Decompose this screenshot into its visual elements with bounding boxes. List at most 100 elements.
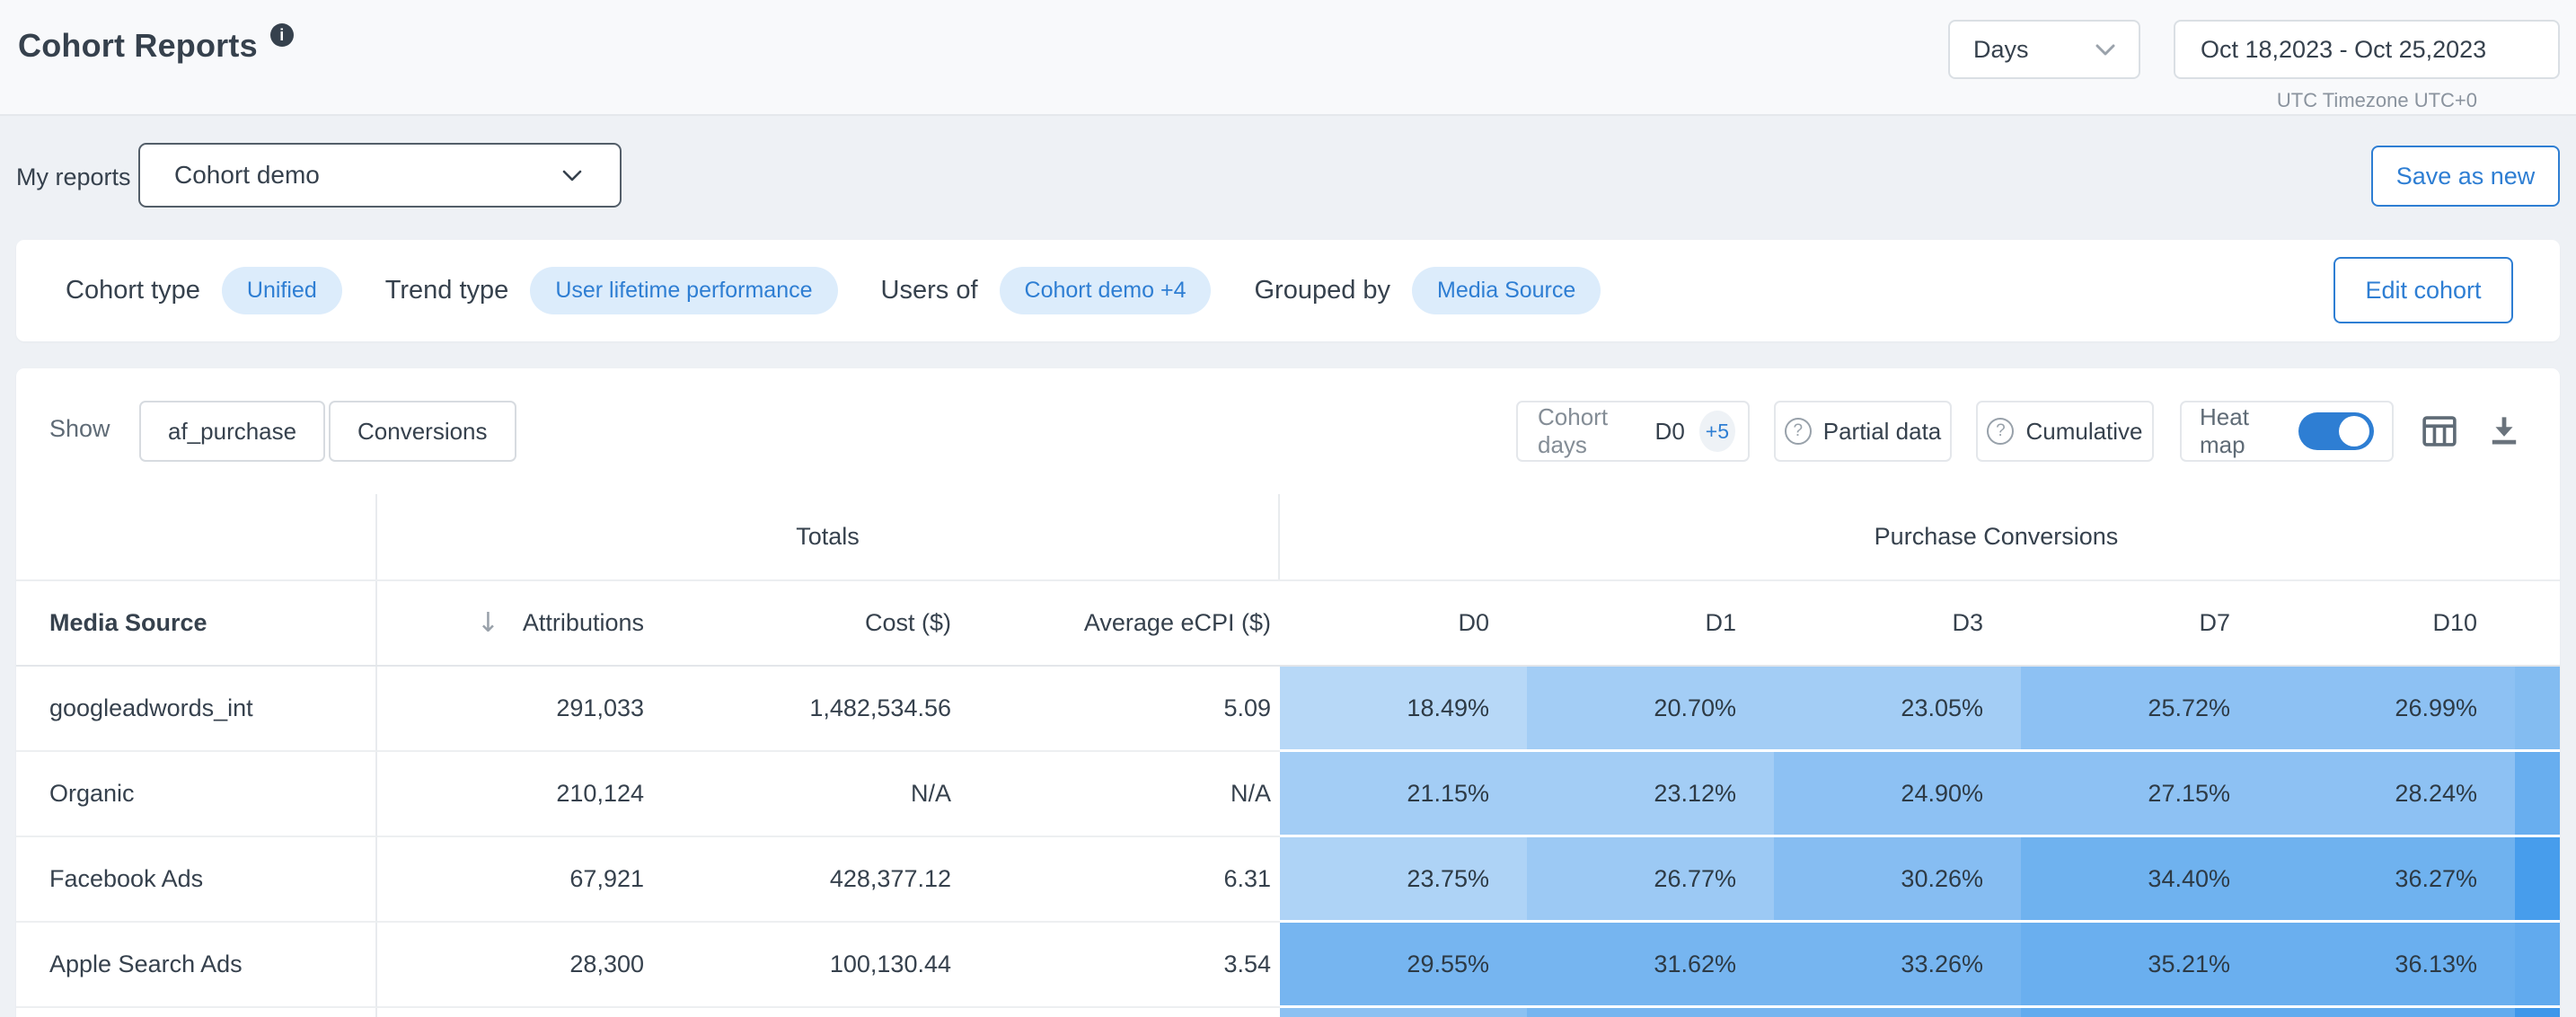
timezone-note: UTC Timezone UTC+0 bbox=[2276, 89, 2477, 111]
table-toolbar: Show af_purchase Conversions Cohort days… bbox=[16, 368, 2560, 494]
media-source-cell: Facebook Ads bbox=[16, 837, 377, 923]
col-header-d1: D1 bbox=[1705, 609, 1736, 636]
download-icon bbox=[2492, 417, 2517, 445]
users-of-item: Users of Cohort demo +4 bbox=[881, 267, 1212, 314]
info-icon[interactable]: i bbox=[269, 23, 294, 47]
question-circle-icon: ? bbox=[1784, 418, 1812, 445]
col-header-media-source: Media Source bbox=[16, 581, 377, 665]
media-source-cell: Organic bbox=[16, 752, 377, 837]
group-header-totals: Totals bbox=[377, 494, 1280, 579]
cohort-value-cell: 21.15% bbox=[1280, 752, 1527, 837]
save-as-new-button[interactable]: Save as new bbox=[2371, 146, 2560, 207]
table-row bbox=[16, 1008, 2560, 1017]
cohort-value-cell: 36.27% bbox=[2268, 837, 2515, 923]
my-reports-label: My reports bbox=[16, 164, 131, 190]
cost-cell: N/A bbox=[669, 752, 975, 837]
sort-desc-icon[interactable]: ↓ bbox=[476, 606, 499, 639]
chevron-down-icon bbox=[562, 170, 582, 181]
granularity-select[interactable]: Days bbox=[1948, 20, 2140, 79]
event-filter-button[interactable]: af_purchase bbox=[139, 401, 326, 462]
col-header-cost: Cost ($) bbox=[864, 609, 951, 636]
cohort-value-cell bbox=[1527, 1008, 1774, 1017]
cohort-value-cell: 26.77% bbox=[1527, 837, 1774, 923]
cohort-value-cell: 20.70% bbox=[1527, 667, 1774, 752]
table-layout-button[interactable] bbox=[2416, 408, 2463, 455]
cohort-value-cell bbox=[2021, 1008, 2268, 1017]
cohort-value-cell: 27.15% bbox=[2021, 752, 2268, 837]
table-group-header-row: Totals Purchase Conversions bbox=[16, 494, 2560, 581]
attributions-cell: 291,033 bbox=[377, 667, 669, 752]
ecpi-cell bbox=[975, 1008, 1280, 1017]
cohort-value-cell: 30.26% bbox=[1774, 837, 2021, 923]
trend-type-label: Trend type bbox=[384, 276, 509, 305]
ecpi-cell: 6.31 bbox=[975, 837, 1280, 923]
cohort-partial-cell bbox=[2515, 667, 2560, 752]
cost-cell bbox=[669, 1008, 975, 1017]
cohort-days-label: Cohort days bbox=[1538, 403, 1609, 458]
grouped-by-label: Grouped by bbox=[1254, 276, 1391, 305]
cohort-table: Totals Purchase Conversions Media Source… bbox=[16, 494, 2560, 1017]
report-table-card: Show af_purchase Conversions Cohort days… bbox=[16, 368, 2560, 1017]
col-header-ecpi: Average eCPI ($) bbox=[1083, 609, 1271, 636]
attributions-cell: 67,921 bbox=[377, 837, 669, 923]
cohort-type-pill[interactable]: Unified bbox=[221, 267, 342, 314]
cohort-value-cell: 31.62% bbox=[1527, 923, 1774, 1008]
page-title: Cohort Reports i bbox=[18, 23, 294, 65]
col-header-d3: D3 bbox=[1952, 609, 1983, 636]
cohort-value-cell: 33.26% bbox=[1774, 923, 2021, 1008]
cohort-partial-cell bbox=[2515, 837, 2560, 923]
cohort-days-control[interactable]: Cohort days D0 +5 bbox=[1516, 401, 1750, 462]
cohort-days-badge[interactable]: +5 bbox=[1698, 411, 1735, 452]
attributions-cell: 28,300 bbox=[377, 923, 669, 1008]
table-row: Facebook Ads 67,921 428,377.12 6.31 23.75% 26… bbox=[16, 837, 2560, 923]
cohort-value-cell bbox=[2268, 1008, 2515, 1017]
group-header-blank bbox=[16, 494, 377, 579]
edit-cohort-button[interactable]: Edit cohort bbox=[2333, 257, 2513, 323]
cohort-value-cell bbox=[1774, 1008, 2021, 1017]
cohort-type-item: Cohort type Unified bbox=[66, 267, 342, 314]
date-range-input[interactable]: Oct 18,2023 - Oct 25,2023 bbox=[2174, 20, 2560, 79]
cumulative-toggle[interactable]: ? Cumulative bbox=[1976, 401, 2154, 462]
cohort-value-cell: 28.24% bbox=[2268, 752, 2515, 837]
users-of-pill[interactable]: Cohort demo +4 bbox=[999, 267, 1212, 314]
page-header: Cohort Reports i Days Oct 18,2023 - Oct 2… bbox=[0, 0, 2576, 116]
heatmap-label: Heat map bbox=[2200, 403, 2249, 458]
chevron-down-icon bbox=[2095, 44, 2115, 55]
ecpi-cell: 5.09 bbox=[975, 667, 1280, 752]
report-select[interactable]: Cohort demo bbox=[138, 143, 622, 208]
col-header-attributions[interactable]: ↓ Attributions bbox=[476, 606, 644, 639]
download-button[interactable] bbox=[2481, 408, 2527, 455]
media-source-cell: googleadwords_int bbox=[16, 667, 377, 752]
cohort-value-cell: 23.12% bbox=[1527, 752, 1774, 837]
table-row: googleadwords_int 291,033 1,482,534.56 5.09… bbox=[16, 667, 2560, 752]
cohort-value-cell: 25.72% bbox=[2021, 667, 2268, 752]
trend-type-pill[interactable]: User lifetime performance bbox=[530, 267, 838, 314]
table-row: Apple Search Ads 28,300 100,130.44 3.54 29.5… bbox=[16, 923, 2560, 1008]
cohort-type-label: Cohort type bbox=[66, 276, 200, 305]
partial-data-toggle[interactable]: ? Partial data bbox=[1774, 401, 1952, 462]
table-body: googleadwords_int 291,033 1,482,534.56 5.09… bbox=[16, 667, 2560, 1017]
users-of-label: Users of bbox=[880, 276, 978, 305]
cohort-value-cell: 26.99% bbox=[2268, 667, 2515, 752]
trend-type-item: Trend type User lifetime performance bbox=[385, 267, 838, 314]
cost-cell: 428,377.12 bbox=[669, 837, 975, 923]
metric-filter-button[interactable]: Conversions bbox=[329, 401, 516, 462]
cohort-value-cell: 34.40% bbox=[2021, 837, 2268, 923]
grouped-by-item: Grouped by Media Source bbox=[1254, 267, 1601, 314]
attributions-cell bbox=[377, 1008, 669, 1017]
cohort-value-cell: 29.55% bbox=[1280, 923, 1527, 1008]
media-source-cell: Apple Search Ads bbox=[16, 923, 377, 1008]
media-source-cell bbox=[16, 1008, 377, 1017]
cost-cell: 100,130.44 bbox=[669, 923, 975, 1008]
attributions-cell: 210,124 bbox=[377, 752, 669, 837]
cohort-value-cell: 24.90% bbox=[1774, 752, 2021, 837]
grouped-by-pill[interactable]: Media Source bbox=[1412, 267, 1601, 314]
ecpi-cell: N/A bbox=[975, 752, 1280, 837]
cohort-config-bar: Cohort type Unified Trend type User life… bbox=[16, 240, 2560, 341]
cohort-partial-cell bbox=[2515, 923, 2560, 1008]
group-header-conversions: Purchase Conversions bbox=[1874, 523, 2119, 550]
table-layout-icon bbox=[2422, 416, 2457, 447]
heatmap-toggle[interactable] bbox=[2298, 412, 2374, 450]
col-header-d10: D10 bbox=[2432, 609, 2477, 636]
